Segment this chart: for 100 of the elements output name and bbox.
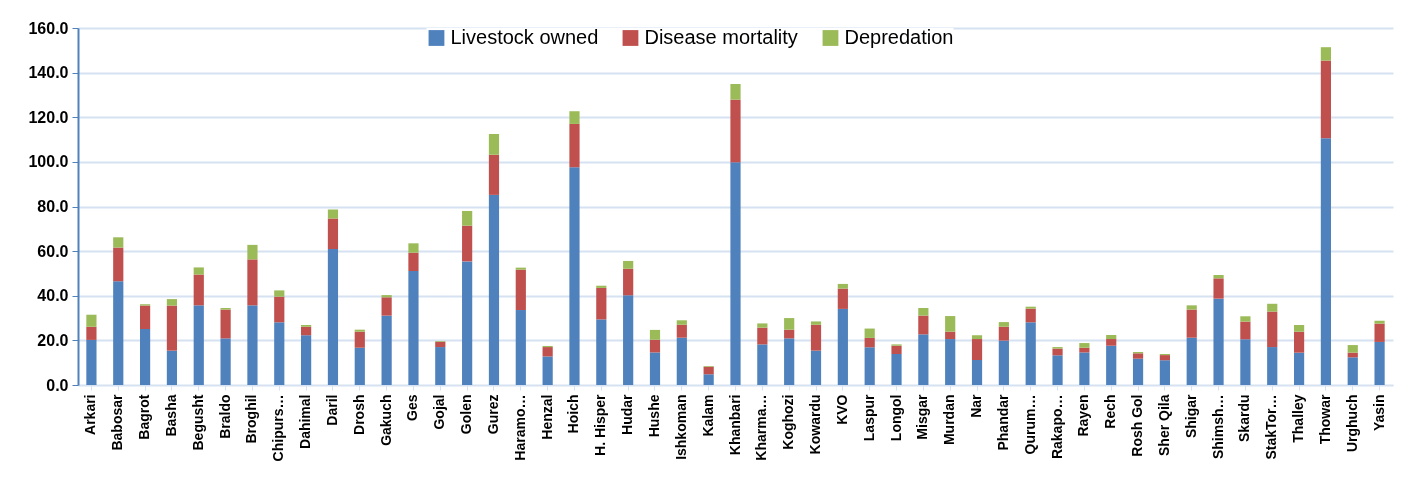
bar [945,339,956,385]
bar [1293,352,1305,385]
x-tick-label: Haramo… [511,394,528,461]
bar [757,327,768,345]
legend-label: Disease mortality [644,26,798,48]
bar [327,209,339,219]
bar [1025,306,1036,309]
bar [301,326,312,336]
bar [1293,331,1305,353]
bar [1186,305,1197,310]
x-tick-label: Rayen [1075,394,1092,437]
x-tick-label: Skardu [1236,394,1253,442]
bar [623,260,634,269]
bar [354,331,365,348]
bar [435,347,446,385]
bar [166,299,178,306]
x-tick-label: Kalam [699,394,716,437]
bar [86,314,97,327]
bar [408,270,419,385]
bar [515,267,526,270]
x-tick-label: Hoich [565,394,582,434]
x-tick-label: Chipurs… [270,394,287,462]
bar [623,268,634,296]
x-tick-label: Braldo [216,394,233,439]
bar [998,322,1009,327]
bar [1052,348,1063,356]
bar [86,326,97,340]
x-tick-label: Kowardu [807,394,824,455]
bar [1132,353,1144,359]
bar [569,111,580,124]
x-tick-label: Gurez [484,394,501,435]
x-tick-label: Golen [458,394,475,435]
bar [354,329,365,332]
x-tick-label: Qurum… [1021,394,1038,455]
bar [1213,278,1224,299]
bar [247,244,258,260]
bar [247,259,258,306]
bar [676,337,687,385]
bar [274,296,285,323]
x-tick-label: Phandar [994,393,1011,451]
x-tick-label: Hudar [619,393,636,435]
bar [1106,345,1117,385]
bar [86,339,97,385]
bar [1347,357,1358,385]
y-tick-label: 100.0 [28,153,69,171]
bar [918,308,929,316]
bar [193,305,204,385]
bar [515,269,526,311]
bar [1132,358,1144,385]
bar [1374,320,1385,324]
bar [757,344,768,385]
bar [542,347,553,357]
x-tick-label: Laspur [860,393,877,442]
bar [274,290,285,297]
x-tick-label: Basha [162,394,179,437]
y-tick-label: 40.0 [37,287,69,305]
bar [1320,138,1332,385]
bar [703,374,714,385]
y-tick-label: 160.0 [28,19,69,37]
x-tick-label: Bagrot [136,394,153,440]
bar [1213,298,1224,385]
bar [971,360,983,385]
bar [462,210,473,226]
bar [247,305,258,385]
bar [515,310,526,385]
bar [1025,308,1036,323]
x-tick-label: Dahimal [297,394,314,449]
bar [1106,339,1117,346]
bar [998,340,1009,385]
bar [113,237,124,248]
bar [274,322,285,385]
bar [1240,321,1251,340]
x-tick-label: Sher Qila [1155,394,1172,456]
bar [488,133,500,155]
x-tick-label: Kharma… [753,394,770,461]
bar [1320,47,1332,61]
bar [1267,347,1278,385]
x-tick-label: Koghozi [780,394,797,450]
bar [1186,337,1197,385]
bar [784,329,795,339]
bar [1079,352,1090,385]
bar [918,315,929,335]
bar [784,338,795,385]
x-tick-label: Yasin [1370,394,1387,432]
bar [596,319,607,385]
bar [1106,335,1117,340]
bar [918,334,929,385]
bar [193,267,204,275]
bar [1240,316,1251,322]
bar [220,309,231,339]
bar [864,337,875,348]
x-tick-label: Rosh Gol [1129,394,1146,457]
bar [1052,355,1063,385]
x-tick-label: Daril [323,394,340,426]
bar [810,350,822,385]
bar [649,339,661,353]
bar [488,154,500,195]
bar [1320,60,1332,139]
bar [891,345,902,354]
bar [730,84,741,100]
